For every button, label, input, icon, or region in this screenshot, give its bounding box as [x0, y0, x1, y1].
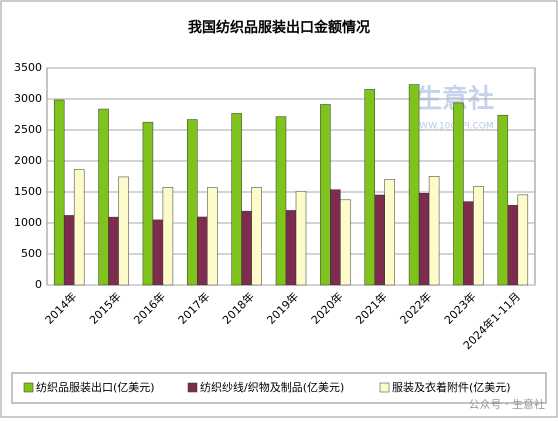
- bar: [207, 187, 218, 286]
- y-tick-label: 2000: [14, 154, 42, 167]
- bar: [118, 176, 129, 286]
- y-tick-label: 3500: [14, 61, 42, 74]
- bar: [197, 216, 208, 286]
- bar: [384, 179, 395, 286]
- bar: [408, 84, 420, 286]
- bar: [463, 201, 474, 286]
- bar: [453, 102, 464, 286]
- bar: [473, 186, 484, 286]
- watermark: WWW.100PPI.COM: [410, 122, 493, 132]
- bar: [374, 194, 385, 286]
- bar: [275, 116, 287, 286]
- bar: [340, 199, 351, 286]
- y-tick-label: 1000: [14, 216, 42, 229]
- bar: [63, 215, 75, 286]
- bar: [187, 119, 198, 286]
- bar: [330, 189, 341, 286]
- bar: [418, 192, 430, 286]
- bar: [364, 89, 375, 286]
- legend-box: [11, 372, 547, 404]
- y-tick-label: 500: [21, 247, 42, 260]
- bar: [517, 194, 529, 286]
- y-tick-label: 2500: [14, 123, 42, 136]
- chart-title: 我国纺织品服装出口金额情况: [188, 19, 370, 36]
- bar: [428, 176, 440, 286]
- y-tick-label: 1500: [14, 185, 42, 198]
- bar: [142, 121, 154, 286]
- legend-swatch: [23, 382, 34, 393]
- legend-label: 纺织纱线/织物及制品(亿美元): [200, 380, 344, 394]
- bar: [241, 210, 252, 286]
- bar: [231, 113, 242, 286]
- bar: [98, 108, 109, 286]
- legend-label: 服装及衣着附件(亿美元): [392, 380, 511, 394]
- bar: [295, 190, 307, 286]
- legend-label: 纺织品服装出口(亿美元): [36, 380, 155, 394]
- y-tick-label: 0: [35, 278, 42, 291]
- bar: [152, 219, 164, 286]
- bar: [251, 187, 262, 286]
- credit: 公众号 · 生意社: [469, 397, 546, 411]
- bar: [73, 169, 85, 286]
- legend-swatch: [187, 382, 198, 393]
- bar: [108, 216, 119, 286]
- bar: [497, 114, 509, 286]
- bar: [320, 104, 331, 286]
- bar: [162, 187, 174, 286]
- legend-swatch: [379, 382, 390, 393]
- bar: [285, 210, 297, 286]
- bar: [507, 205, 519, 286]
- bar: [53, 99, 65, 286]
- y-tick-label: 3000: [14, 92, 42, 105]
